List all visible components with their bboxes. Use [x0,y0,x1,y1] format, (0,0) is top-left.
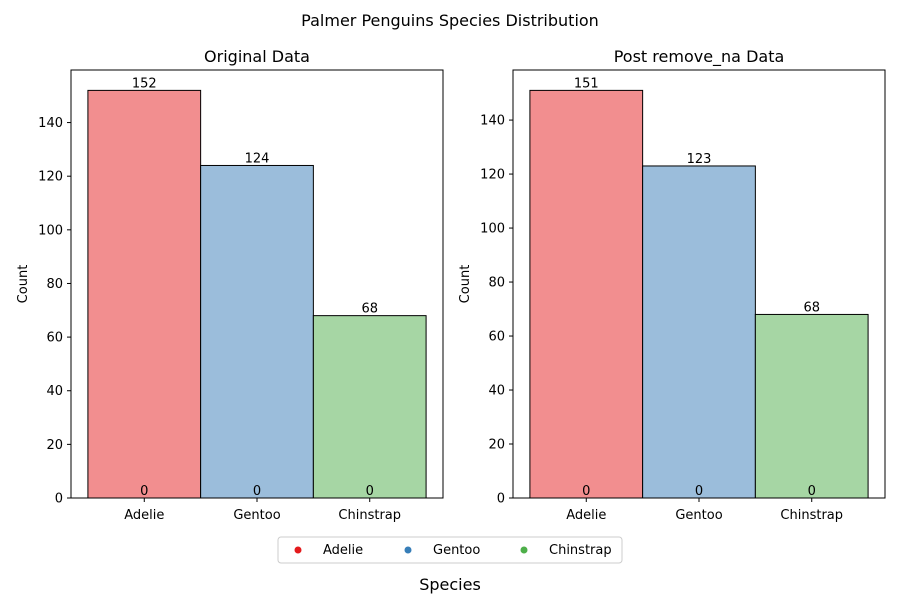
plot-frame [512,69,886,499]
bar-base-label: 0 [253,484,261,499]
bar-value-label: 68 [803,300,820,315]
bar-value-label: 152 [132,76,157,91]
legend-marker-gentoo [404,546,412,554]
chart-title: Original Data [204,47,310,66]
legend-frame [277,536,623,564]
bar-value-label: 123 [687,152,712,167]
y-tick-label: 80 [46,277,63,292]
y-tick-label: 140 [38,116,63,131]
x-tick-label: Adelie [124,508,164,523]
x-tick-label: Gentoo [675,508,722,523]
bar-base-label: 0 [582,484,590,499]
bar-adelie [87,89,202,499]
bar-adelie [529,89,644,499]
legend-label-gentoo: Gentoo [433,543,480,558]
bar-gentoo [642,165,756,499]
y-tick-label: 40 [46,384,63,399]
legend-label-adelie: Adelie [323,543,363,558]
bar-base-label: 0 [366,484,374,499]
bar-chinstrap [312,315,427,499]
y-tick-label: 0 [55,492,63,507]
legend-label-chinstrap: Chinstrap [549,543,612,558]
y-tick-label: 120 [480,168,505,183]
bar-value-label: 151 [574,76,599,91]
figure-title: Palmer Penguins Species Distribution [301,11,599,30]
legend-marker-chinstrap [520,546,528,554]
bar-value-label: 124 [245,151,270,166]
common-x-axis-label: Species [419,575,481,594]
y-tick-label: 60 [488,330,505,345]
y-tick-label: 80 [488,276,505,291]
y-tick-label: 40 [488,384,505,399]
x-tick-label: Adelie [566,508,606,523]
legend: Adelie Gentoo Chinstrap [277,536,623,564]
x-tick-label: Gentoo [233,508,280,523]
y-tick-label: 120 [38,170,63,185]
y-tick-label: 0 [497,492,505,507]
y-tick-label: 20 [488,438,505,453]
bar-base-label: 0 [808,484,816,499]
y-tick-label: 100 [38,223,63,238]
bar-gentoo [200,164,314,499]
chart-title: Post remove_na Data [614,47,785,67]
y-tick-label: 20 [46,438,63,453]
bar-value-label: 68 [361,302,378,317]
bar-base-label: 0 [695,484,703,499]
y-axis-label: Count [458,265,473,304]
right-chart-panel: Post remove_na Data 151 0 Adelie 123 0 Gentoo 6… [458,47,886,523]
y-axis-label: Count [16,265,31,304]
y-tick-label: 60 [46,331,63,346]
y-tick-label: 100 [480,222,505,237]
left-chart-panel: Original Data 152 0 Adelie 124 0 Gentoo 68 0 Chin… [16,47,444,523]
legend-marker-adelie [294,546,302,554]
bar-base-label: 0 [140,484,148,499]
x-tick-label: Chinstrap [780,508,843,523]
plot-frame [70,69,444,499]
y-tick-label: 140 [480,114,505,129]
x-tick-label: Chinstrap [338,508,401,523]
bar-chinstrap [754,313,869,499]
